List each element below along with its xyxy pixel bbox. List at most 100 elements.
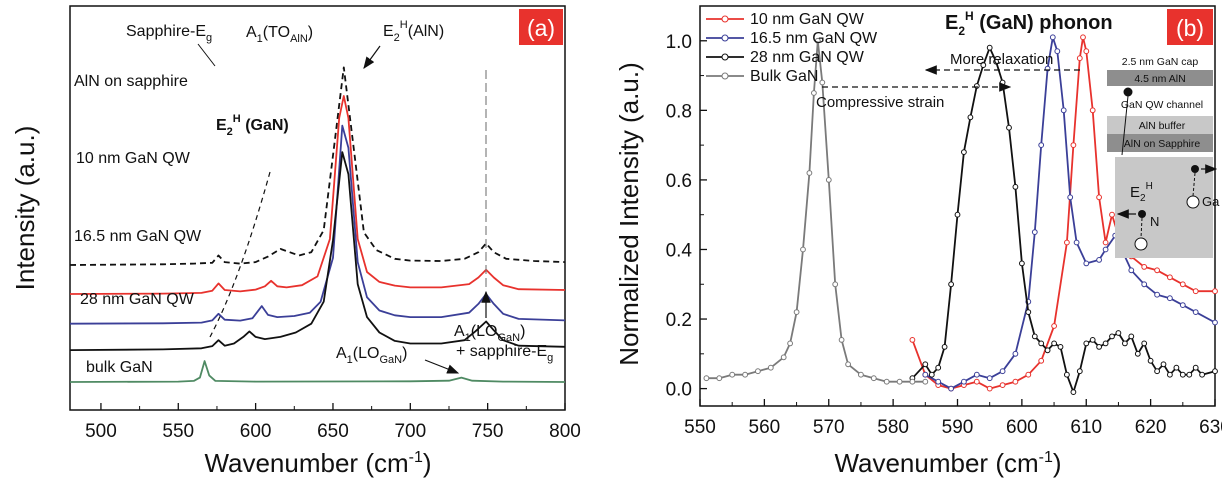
series-point-3 (767, 364, 774, 371)
panel-b-x-tick-label: 580 (877, 417, 909, 438)
series-point-0 (986, 385, 993, 392)
series-label-28nm: 28 nm GaN QW (80, 291, 195, 308)
series-point-1 (1128, 267, 1135, 274)
legend-label-16-5nm: 16.5 nm GaN QW (750, 30, 878, 47)
series-point-1 (1102, 246, 1109, 253)
series-point-0 (1102, 239, 1109, 246)
annotation-compressive-strain: Compressive strain (816, 94, 944, 111)
series-point-1 (1096, 257, 1102, 263)
series-point-2 (1122, 340, 1128, 347)
series-point-2 (1076, 368, 1083, 375)
series-point-3 (870, 375, 877, 382)
series-point-2 (1051, 340, 1057, 347)
series-point-3 (909, 378, 916, 385)
series-point-2 (1064, 371, 1070, 378)
series-point-2 (1167, 371, 1173, 378)
series-point-0 (1083, 48, 1090, 55)
series-point-2 (980, 62, 987, 68)
series-point-2 (1128, 333, 1135, 340)
annotation-e2h-aln-arrow (363, 45, 381, 69)
gan-shift-guide (209, 171, 271, 338)
series-point-0 (1109, 211, 1115, 218)
series-label-bulk: bulk GaN (86, 359, 153, 376)
series-point-2 (1038, 340, 1045, 347)
series-point-1 (935, 378, 942, 385)
legend-label-10nm: 10 nm GaN QW (750, 11, 865, 28)
series-point-3 (896, 378, 903, 385)
annotation-e2h-gan: E2H (GaN) (216, 113, 289, 138)
panel-b-y-tick-label: 1.0 (666, 32, 692, 53)
inset-qw-dot (1123, 87, 1133, 97)
series-point-3 (858, 371, 864, 378)
series-point-2 (973, 83, 980, 89)
inset-label-n: N (1150, 214, 1159, 229)
series-point-1 (948, 385, 954, 392)
inset-atom-box (1115, 157, 1213, 258)
annotation-more-relaxation: More relaxation (950, 51, 1053, 68)
series-point-1 (1060, 107, 1067, 114)
series-point-3 (814, 37, 821, 44)
panel-a-x-tick-label: 550 (162, 421, 194, 442)
annotation-sapphire-eg-line (197, 43, 216, 67)
series-point-2 (1012, 184, 1019, 190)
series-label-16-5nm: 16.5 nm GaN QW (74, 228, 202, 245)
series-point-1 (1012, 350, 1019, 357)
inset-row-aln (1107, 70, 1213, 86)
panel-b-y-axis-title: Normalized Intensity (a.u.) (614, 62, 644, 365)
series-point-1 (1154, 291, 1160, 298)
series-line-0 (70, 66, 565, 266)
series-point-2 (986, 44, 993, 51)
series-point-3 (800, 246, 806, 253)
panel-b-x-tick-label: 620 (1135, 417, 1167, 438)
inset-atom-ga (1186, 195, 1200, 209)
series-point-2 (1173, 364, 1180, 371)
series-point-0 (1064, 239, 1070, 246)
series-line-4 (70, 360, 565, 383)
series-point-2 (1031, 333, 1038, 340)
series-point-0 (1141, 264, 1148, 270)
series-point-2 (1147, 357, 1154, 364)
panel-a-series (70, 66, 565, 383)
series-point-0 (1089, 107, 1096, 114)
inset-row-sapphire (1107, 134, 1213, 152)
series-point-1 (1049, 34, 1056, 41)
legend-marker-28nm (721, 53, 729, 61)
series-point-2 (1019, 260, 1025, 267)
inset-label-sapphire: AlN on Sapphire (1124, 138, 1201, 150)
panel-a-y-axis-title: Intensity (a.u.) (10, 126, 40, 291)
series-point-2 (1070, 389, 1077, 396)
inset-bond-top (1192, 172, 1196, 197)
annotation-a1-lo-sapphire-line2: + sapphire-Eg (456, 343, 553, 364)
annotation-sapphire-eg: Sapphire-Eg (126, 23, 212, 44)
series-point-1 (1083, 260, 1090, 267)
series-point-2 (954, 211, 961, 218)
series-point-1 (999, 368, 1006, 375)
series-point-3 (755, 368, 761, 375)
inset-pointer-line (1121, 95, 1129, 156)
panel-b-x-tick-label: 560 (749, 417, 781, 438)
annotation-a1-to: A1(TOAlN) (246, 24, 313, 45)
series-point-1 (1167, 295, 1173, 302)
series-point-0 (1051, 323, 1057, 329)
series-point-0 (1080, 34, 1086, 41)
series-point-0 (999, 382, 1006, 389)
series-point-2 (1025, 309, 1032, 316)
panel-b-x-axis-title: Wavenumber (cm-1) (834, 448, 1061, 478)
series-point-1 (961, 378, 967, 385)
series-point-1 (986, 375, 993, 382)
inset-atom-top-n (1191, 165, 1199, 173)
series-point-2 (999, 79, 1006, 86)
series-point-2 (1096, 344, 1102, 350)
series-point-0 (1038, 357, 1045, 364)
series-point-3 (716, 375, 723, 382)
panel-a-x-tick-label: 650 (317, 421, 349, 442)
panel-b-y-tick-label: 0.6 (666, 171, 692, 192)
series-point-2 (1083, 340, 1090, 347)
series-point-2 (1199, 371, 1205, 378)
series-point-2 (1089, 337, 1096, 343)
panel-a-label: (a) (527, 15, 555, 41)
series-line-1 (70, 95, 565, 295)
series-label-10nm: 10 nm GaN QW (76, 150, 191, 167)
series-point-3 (819, 79, 826, 86)
